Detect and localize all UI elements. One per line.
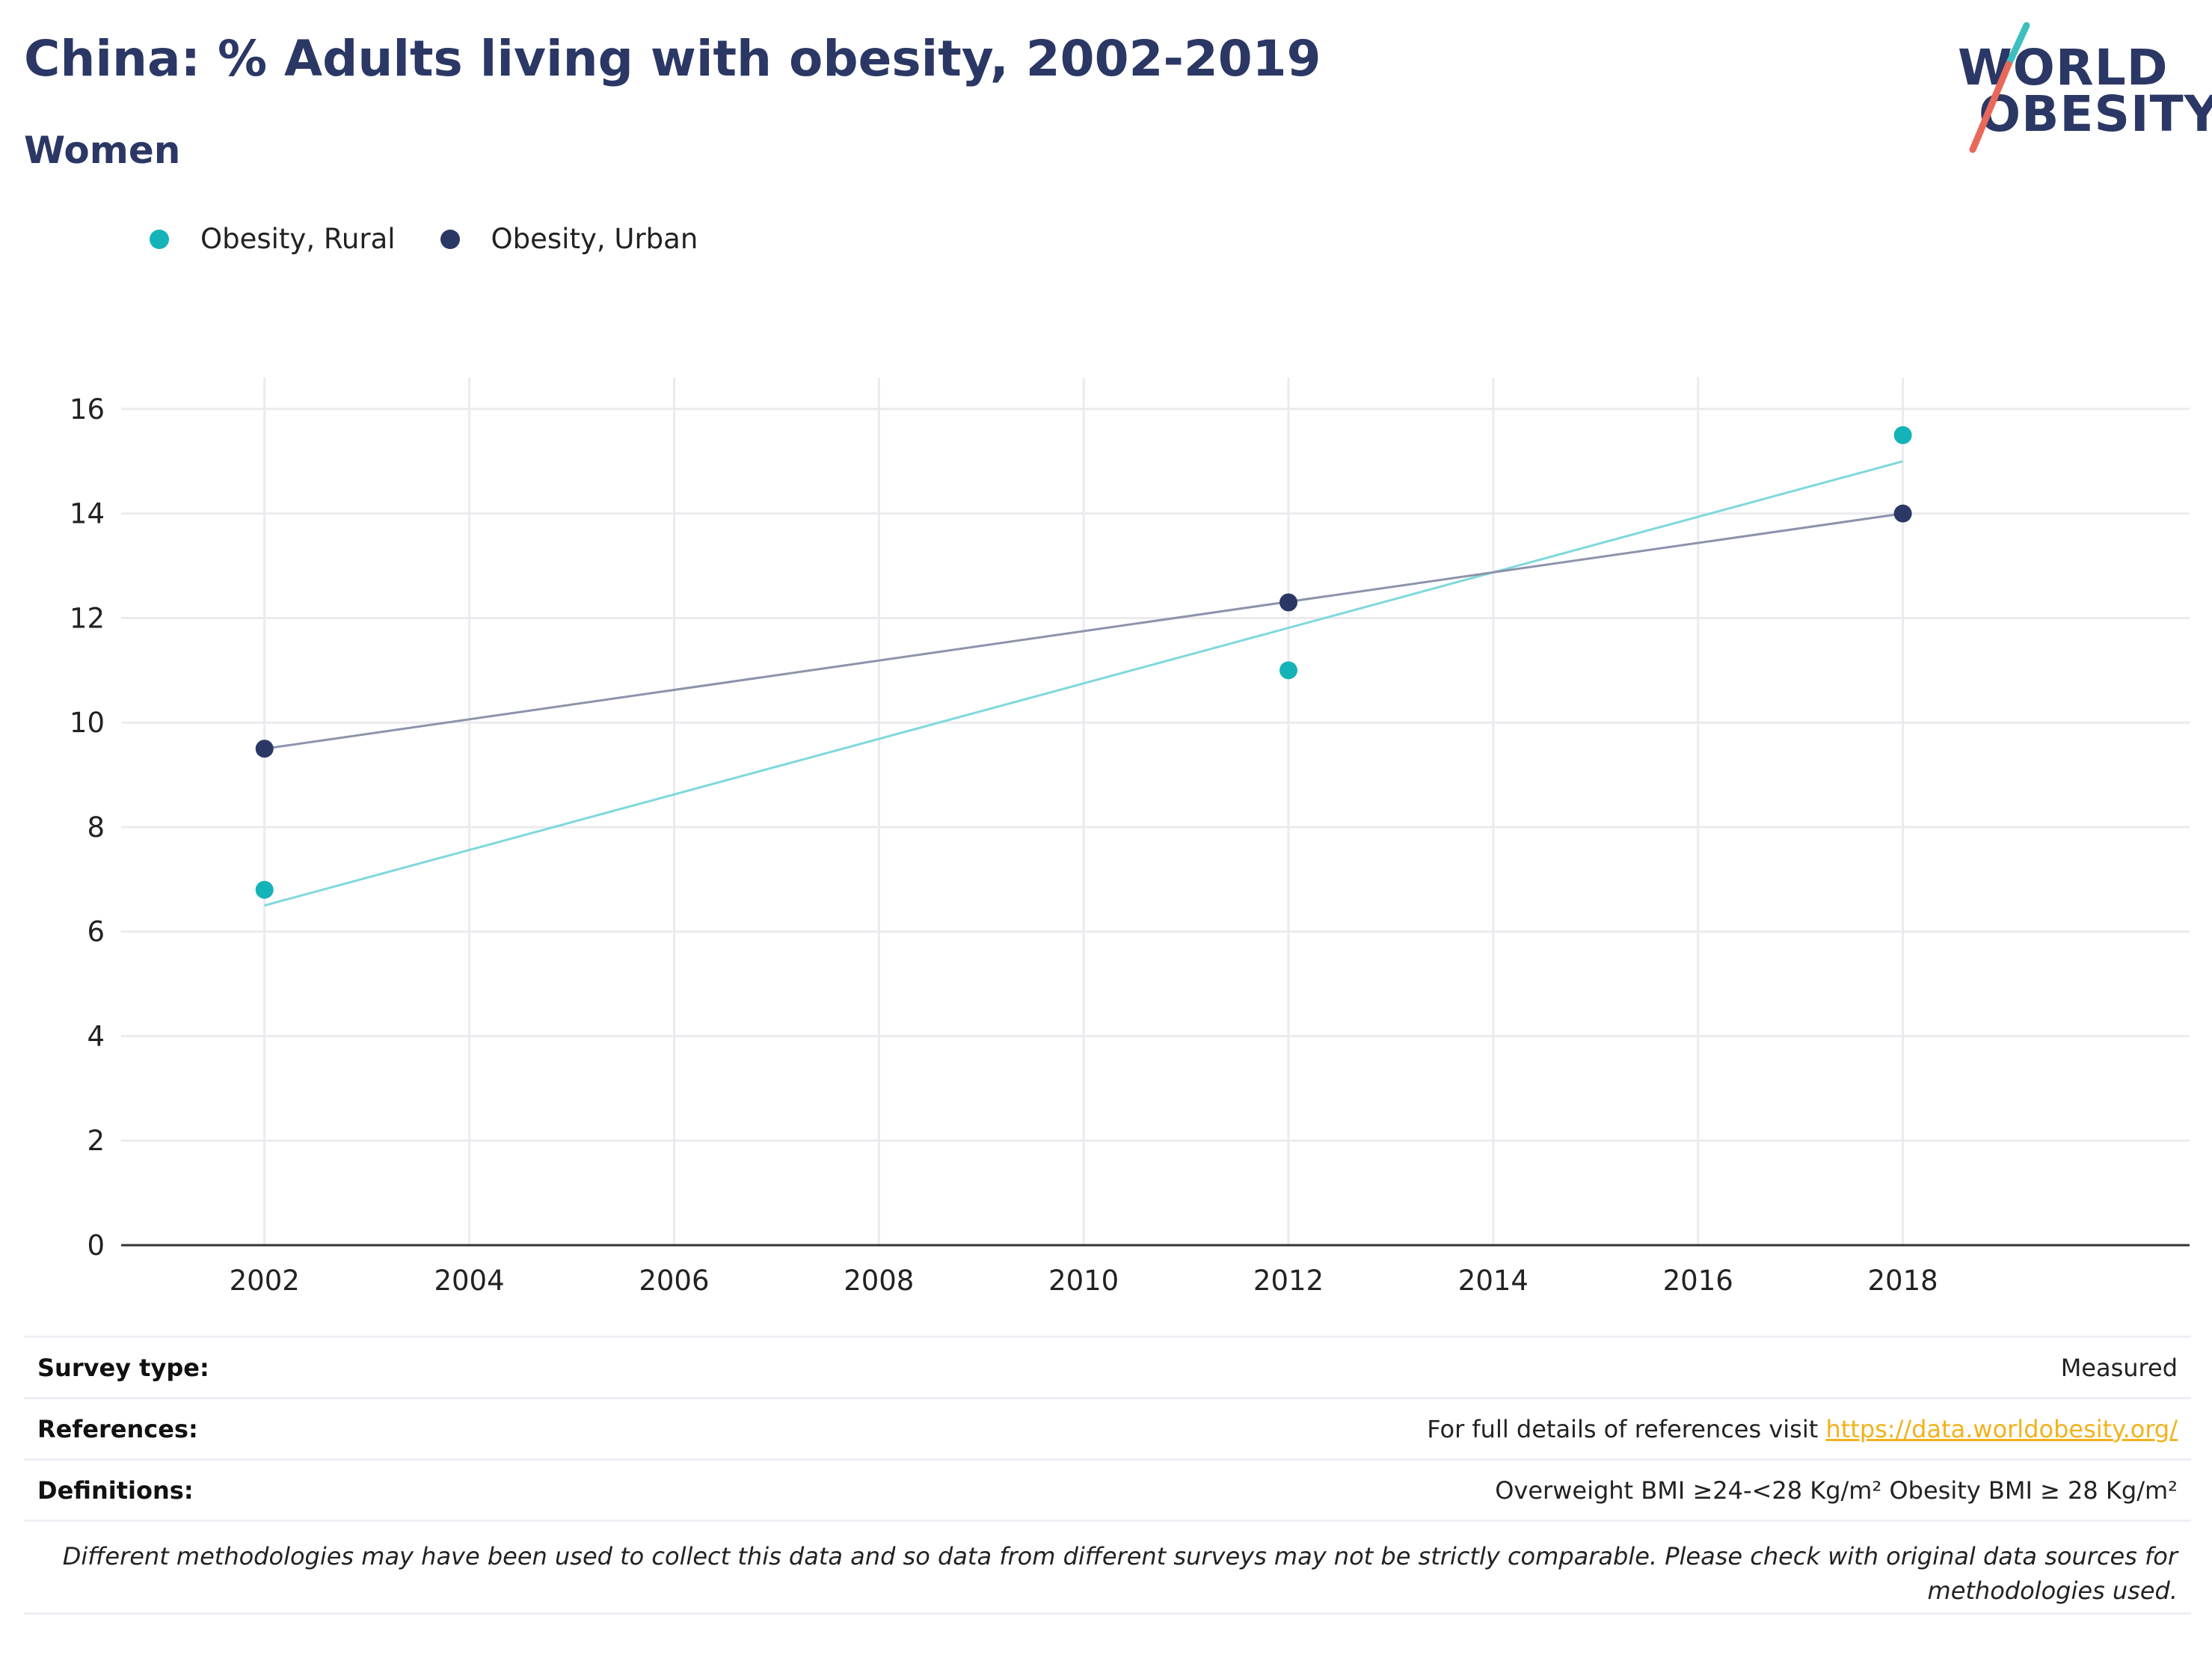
footer-references: References: For full details of referenc… <box>24 1397 2191 1458</box>
data-point-urban <box>1279 593 1298 612</box>
disclaimer-line2: methodologies used. <box>1927 1576 2178 1605</box>
legend-marker-urban <box>440 229 460 249</box>
footer-survey-type: Survey type: Measured <box>24 1336 2191 1397</box>
scatter-chart: 0 2 4 6 8 10 12 14 16 2002 2004 2006 2008 2010 2012 201… <box>70 378 2190 1297</box>
footer-definitions: Definitions: Overweight BMI ≥24-<28 Kg/m… <box>24 1458 2191 1520</box>
definitions-value: Overweight BMI ≥24-<28 Kg/m² Obesity BMI… <box>1495 1476 2178 1505</box>
legend-item-rural[interactable]: Obesity, Rural <box>150 223 396 255</box>
methodology-disclaimer: Different methodologies may have been us… <box>24 1539 2191 1608</box>
x-tick-label: 2010 <box>1048 1265 1119 1297</box>
data-point-rural <box>255 880 274 899</box>
chart-title: China: % Adults living with obesity, 200… <box>24 30 1321 87</box>
logo-line1: WORLD <box>1958 39 2169 96</box>
legend-marker-rural <box>150 229 169 249</box>
references-link[interactable]: https://data.worldobesity.org/ <box>1825 1414 2178 1443</box>
x-tick-label: 2012 <box>1253 1265 1324 1297</box>
logo-line2: OBESITY <box>1979 85 2212 143</box>
x-tick-label: 2002 <box>230 1265 300 1297</box>
y-tick-label: 14 <box>70 498 105 530</box>
y-tick-label: 10 <box>70 707 105 739</box>
data-point-rural <box>1279 661 1298 680</box>
world-obesity-logo: WORLD OBESITY <box>1937 21 2212 156</box>
x-tick-label: 2004 <box>434 1265 504 1297</box>
y-tick-label: 2 <box>87 1125 105 1157</box>
survey-type-value: Measured <box>2060 1353 2178 1382</box>
x-tick-label: 2018 <box>1868 1265 1938 1297</box>
legend-item-urban[interactable]: Obesity, Urban <box>440 223 698 255</box>
y-tick-label: 0 <box>87 1229 105 1262</box>
chart-subtitle: Women <box>24 129 181 172</box>
y-tick-label: 6 <box>87 916 105 948</box>
legend-label-urban: Obesity, Urban <box>491 223 698 255</box>
data-point-urban <box>1893 504 1912 523</box>
disclaimer-line1: Different methodologies may have been us… <box>62 1542 2178 1570</box>
footer-bottom-divider <box>24 1612 2191 1615</box>
footer-divider <box>24 1520 2191 1522</box>
x-tick-label: 2008 <box>844 1265 914 1297</box>
references-text: For full details of references visit <box>1427 1414 1826 1443</box>
legend-label-rural: Obesity, Rural <box>200 223 396 255</box>
references-value: For full details of references visit htt… <box>1427 1415 2178 1443</box>
data-point-rural <box>1893 426 1912 444</box>
y-tick-label: 12 <box>70 602 105 634</box>
y-tick-label: 16 <box>70 393 105 426</box>
x-tick-label: 2006 <box>639 1265 709 1297</box>
references-label: References: <box>37 1414 198 1443</box>
trendline-urban <box>264 512 1903 750</box>
trendline-rural <box>264 460 1903 907</box>
x-tick-label: 2014 <box>1458 1265 1529 1297</box>
y-tick-label: 8 <box>87 811 105 844</box>
survey-type-label: Survey type: <box>37 1353 209 1382</box>
y-tick-label: 4 <box>87 1020 105 1052</box>
data-point-urban <box>255 740 274 758</box>
logo-slash-icon <box>1969 22 2030 153</box>
definitions-label: Definitions: <box>37 1476 194 1505</box>
legend: Obesity, Rural Obesity, Urban <box>150 223 743 255</box>
x-tick-label: 2016 <box>1663 1265 1733 1297</box>
